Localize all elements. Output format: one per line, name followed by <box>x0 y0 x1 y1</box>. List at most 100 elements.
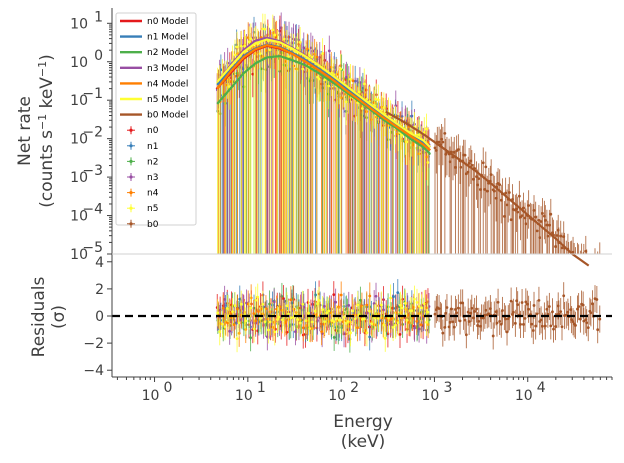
residual-point <box>228 329 232 333</box>
data-point <box>317 77 321 81</box>
residual-point <box>223 325 227 329</box>
data-point <box>282 37 286 41</box>
data-point <box>485 189 489 193</box>
residual-point <box>351 309 355 313</box>
residual-point <box>433 312 437 316</box>
x-axis-label: Energy <box>333 412 393 432</box>
data-point <box>499 198 503 202</box>
residual-point <box>238 297 242 301</box>
data-point <box>504 191 508 195</box>
model-curve <box>385 110 590 267</box>
data-point <box>471 177 475 181</box>
residual-point <box>398 333 402 336</box>
data-point <box>541 211 544 215</box>
residual-point <box>539 318 543 322</box>
data-point <box>396 132 400 136</box>
data-point <box>239 44 243 48</box>
residual-point <box>252 327 256 331</box>
residual-point <box>370 322 374 326</box>
residual-point <box>511 310 515 314</box>
residual-point <box>596 328 600 332</box>
legend-point-label: b0 <box>147 220 159 230</box>
residual-point <box>484 308 488 312</box>
residual-point <box>322 304 326 308</box>
residual-point <box>252 312 256 315</box>
data-point <box>534 215 538 219</box>
residual-point <box>581 303 585 307</box>
data-point <box>549 212 553 216</box>
x-axis-unit-label: (keV) <box>341 432 386 452</box>
data-point <box>433 146 437 150</box>
residual-point <box>263 320 267 324</box>
data-point <box>425 127 428 131</box>
residual-point <box>473 310 477 313</box>
residual-point <box>504 317 508 321</box>
legend-point-label: n0 <box>147 126 159 136</box>
residual-point <box>445 306 449 309</box>
residual-point <box>298 321 302 325</box>
residual-point <box>323 320 327 324</box>
residual-point <box>543 324 547 328</box>
data-point <box>310 55 314 59</box>
residual-point <box>415 300 419 304</box>
residual-point <box>225 307 229 310</box>
x-tick-exponent: 2 <box>350 380 359 396</box>
residual-y-tick-label: 4 <box>95 255 104 271</box>
x-tick-exponent: 1 <box>257 380 266 396</box>
residual-point <box>547 305 551 308</box>
residual-point <box>258 316 262 320</box>
residual-point <box>249 336 253 340</box>
residual-point <box>509 299 513 303</box>
residual-point <box>404 301 407 305</box>
residual-point <box>342 316 346 319</box>
residual-point <box>368 294 372 298</box>
residual-point <box>232 323 236 327</box>
data-point <box>296 46 300 50</box>
x-tick-exponent: 0 <box>164 380 173 396</box>
residual-point <box>516 303 520 307</box>
residual-point <box>308 327 311 330</box>
data-point <box>467 161 471 165</box>
data-point <box>351 79 355 83</box>
residual-point <box>384 316 388 320</box>
residual-point <box>578 317 582 321</box>
residual-point <box>231 310 234 314</box>
residual-point <box>339 318 343 322</box>
residual-y-axis-label: Residuals <box>29 277 49 358</box>
data-point <box>546 234 550 238</box>
data-point <box>456 148 460 151</box>
residual-point <box>574 323 577 327</box>
data-point <box>271 28 275 32</box>
residual-point <box>254 298 258 302</box>
data-point <box>315 55 319 59</box>
residuals-plot-area <box>112 279 612 353</box>
residual-point <box>437 307 441 311</box>
y-tick-label: 10 <box>70 247 88 263</box>
residual-point <box>360 304 364 308</box>
data-point <box>258 52 262 56</box>
y-tick-label: 10 <box>70 170 88 186</box>
residual-point <box>216 311 220 315</box>
residual-point <box>236 307 239 311</box>
y-tick-exponent: 1 <box>94 9 103 25</box>
residual-point <box>420 306 424 310</box>
residual-point <box>376 317 380 320</box>
y-axis-unit-label: (counts s−1 keV−1) <box>36 54 57 208</box>
legend-point-marker <box>129 159 133 163</box>
residual-point <box>356 326 359 330</box>
data-point <box>321 52 325 55</box>
residual-point <box>470 306 474 310</box>
legend: n0 Model n1 Model n2 Model n3 Model n4 Model… <box>115 12 197 230</box>
data-point <box>441 140 445 144</box>
data-point <box>492 189 496 193</box>
data-point <box>357 90 361 94</box>
data-point <box>559 234 563 238</box>
residual-point <box>476 324 479 327</box>
residual-point <box>218 330 222 334</box>
residual-point <box>537 298 541 302</box>
residual-point <box>237 321 241 325</box>
residual-point <box>417 327 421 331</box>
data-point <box>459 165 463 169</box>
data-point <box>247 40 251 44</box>
